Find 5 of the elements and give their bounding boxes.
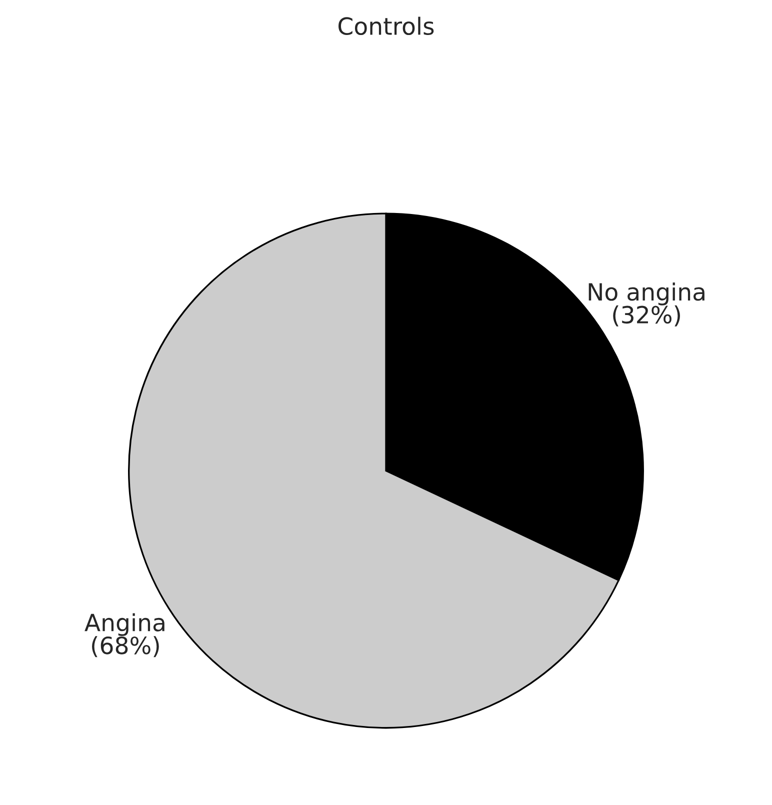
chart-title: Controls bbox=[338, 16, 434, 36]
data-label: (68%) bbox=[92, 636, 159, 658]
slice-label: No angina bbox=[588, 282, 704, 306]
data-label: (32%) bbox=[613, 305, 680, 326]
slice-label: Angina bbox=[84, 613, 164, 636]
